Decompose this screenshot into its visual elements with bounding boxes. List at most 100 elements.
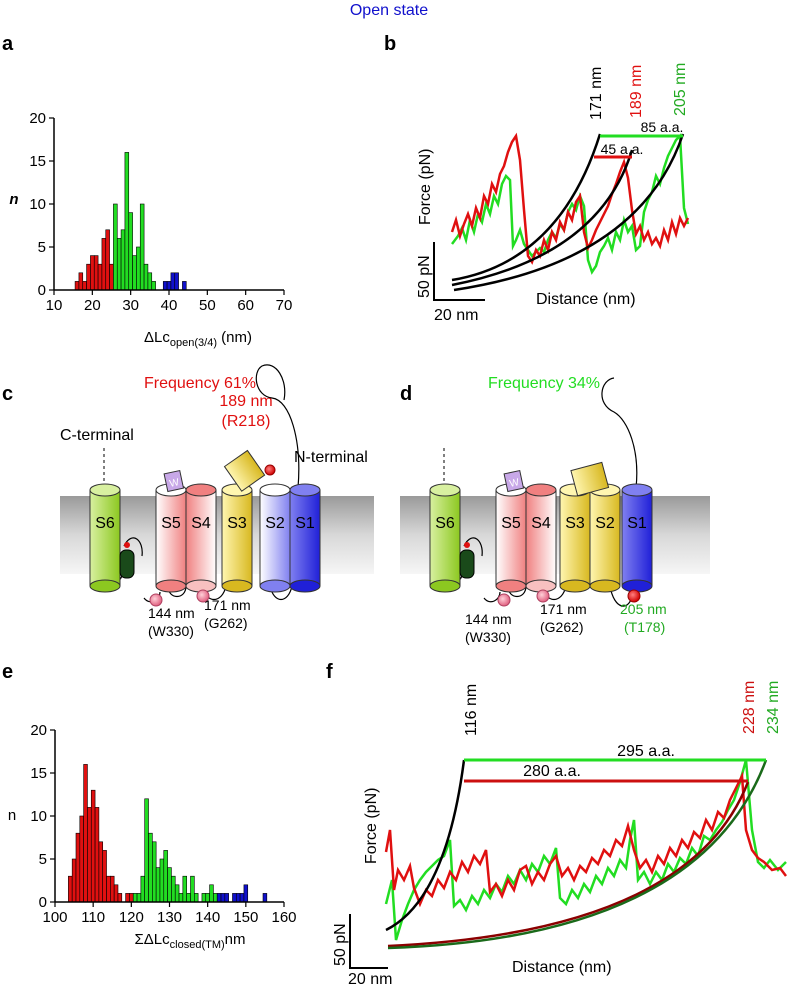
hist-e-bar — [87, 807, 92, 903]
hist-e-y-tick-label: 0 — [39, 894, 47, 911]
panel-d-pore-helix — [459, 542, 475, 579]
panel-c-g262-bead — [196, 589, 210, 603]
hist-e-bar — [155, 867, 161, 903]
hist-e-bar — [239, 893, 245, 903]
panel-f-peak-234: 234 nm — [765, 681, 782, 734]
hist-e-bar — [106, 875, 111, 903]
panel-d-s3-top-segment — [570, 461, 610, 497]
hist-e-x-tick-label: 120 — [119, 909, 144, 926]
panel-f-span-280-label: 280 a.a. — [523, 763, 581, 780]
panel-c-helix-s3 — [221, 483, 253, 593]
hist-a-bar — [166, 281, 172, 291]
panel-f-wlc-fit-228 — [387, 781, 750, 948]
panel-d-s4-label: S4 — [531, 515, 551, 532]
hist-e-x-tick-label: 150 — [233, 909, 258, 926]
hist-e-y-tick-label: 15 — [30, 765, 47, 782]
hist-a-bar — [93, 255, 99, 291]
hist-e-bar — [224, 893, 229, 903]
hist-e-bar — [148, 832, 153, 903]
panel-f-peak-228: 228 nm — [741, 681, 758, 734]
hist-e-bar — [136, 893, 142, 903]
panel-c-n-terminal: N-terminal — [294, 449, 368, 466]
panel-d-g262-residue: (G262) — [540, 619, 584, 635]
hist-e-y-tick-label: 5 — [39, 851, 47, 868]
panel-b-peak-205: 205 nm — [672, 63, 689, 116]
histogram-a: 10 20 30 40 50 60 70 0 5 10 15 20 — [29, 110, 292, 314]
hist-a-bar — [147, 272, 153, 291]
hist-e-bar — [110, 875, 115, 903]
panel-c-label: c — [2, 383, 13, 405]
panel-c-helix-s6 — [89, 483, 121, 593]
hist-a-x-tick-label: 50 — [199, 297, 216, 314]
panel-d-helix-s6 — [429, 483, 461, 593]
hist-e-bar — [174, 884, 180, 903]
hist-a-bar — [128, 212, 133, 291]
panel-c-c-terminal: C-terminal — [60, 427, 134, 444]
hist-a-bar — [105, 229, 110, 291]
panel-e-ylabel: n — [8, 807, 16, 824]
panel-f-scale-bar — [349, 914, 388, 969]
panel-d-w330-pos: 144 nm — [465, 611, 512, 627]
panel-c-helix-s2 — [259, 483, 291, 593]
hist-e-bar — [194, 893, 199, 903]
panel-c-s6-label: S6 — [95, 515, 115, 532]
hist-e-bar — [140, 875, 145, 903]
hist-a-y-tick-label: 20 — [29, 110, 46, 127]
panel-f-wlc-fit-234 — [387, 759, 768, 950]
hist-a-bar — [139, 203, 145, 291]
hist-e-bar — [163, 850, 168, 903]
hist-e-bar — [125, 893, 130, 903]
panel-f-ylabel: Force (pN) — [363, 788, 380, 864]
panel-c-r218-pos: 189 nm — [219, 393, 272, 410]
panel-c-s3-label: S3 — [227, 515, 247, 532]
hist-a-y-tick-label: 10 — [29, 196, 46, 213]
panel-d: d Frequency 34% W S6 S5 S4 S3 S2 S1 144 … — [400, 375, 710, 645]
panel-c-r218-residue: (R218) — [222, 413, 271, 430]
hist-a-y-tick-label: 15 — [29, 153, 46, 170]
panel-b-red-trace — [450, 132, 690, 265]
hist-a-bar — [90, 255, 95, 291]
hist-e-bar — [171, 875, 176, 903]
hist-e-bar — [129, 893, 134, 903]
panel-f-label: f — [326, 661, 333, 683]
hist-a-bar — [151, 281, 156, 291]
panel-c-frequency: Frequency 61% — [144, 375, 256, 392]
panel-f-scale-dist: 20 nm — [348, 971, 392, 986]
panel-b-span-45-label: 45 a.a. — [601, 141, 644, 157]
hist-e-x-tick-label: 160 — [271, 909, 296, 926]
panel-c-helix-s4 — [185, 483, 217, 593]
hist-a-y-tick-label: 5 — [38, 239, 46, 256]
panel-a: a 10 20 30 40 50 60 70 0 5 10 15 20 n ΔLcopen(3/4) … — [2, 33, 292, 349]
hist-e-bar — [75, 832, 81, 903]
panel-d-w330-residue: (W330) — [465, 629, 511, 645]
panel-a-xlabel: ΔLcopen(3/4) (nm) — [144, 329, 252, 349]
panel-f-xlabel: Distance (nm) — [512, 959, 612, 976]
hist-e-bar — [205, 893, 210, 903]
panel-a-label: a — [2, 33, 14, 55]
panel-d-s6-label: S6 — [435, 515, 455, 532]
hist-e-bar — [201, 893, 207, 903]
panel-c-r218-bead — [264, 464, 276, 476]
panel-c-s1-label: S1 — [295, 515, 315, 532]
hist-a-bar — [182, 281, 187, 291]
panel-c-helix-s5 — [155, 483, 187, 593]
panel-d-g262-pos: 171 nm — [540, 601, 587, 617]
hist-a-bar — [109, 263, 114, 291]
hist-e-x-tick-label: 140 — [195, 909, 220, 926]
panel-b-scale-force: 50 pN — [416, 255, 433, 298]
panel-f-span-295-label: 295 a.a. — [617, 743, 675, 760]
panel-d-helix-s3 — [559, 483, 591, 593]
panel-d-t178-residue: (T178) — [624, 619, 665, 635]
hist-a-bar — [162, 281, 168, 291]
hist-e-bar — [262, 893, 268, 903]
hist-e-bar — [132, 893, 138, 903]
hist-a-x-tick-label: 30 — [122, 297, 139, 314]
hist-a-bar — [170, 272, 176, 291]
hist-e-y-tick-label: 20 — [30, 722, 47, 739]
panel-b-xlabel: Distance (nm) — [536, 291, 636, 308]
hist-e-bar — [90, 789, 96, 903]
hist-e-bar — [232, 893, 237, 903]
panel-f: f 295 a.a. 280 a.a. 116 nm 228 nm 234 nm… — [326, 661, 787, 986]
hist-e-x-tick-label: 110 — [81, 909, 105, 926]
hist-e-bar — [83, 764, 88, 903]
